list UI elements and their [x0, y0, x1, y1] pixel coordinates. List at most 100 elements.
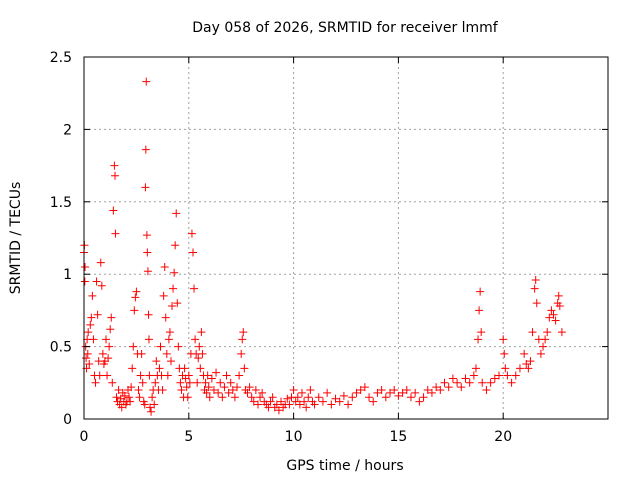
data-point — [524, 364, 533, 373]
data-point — [507, 378, 516, 387]
data-point — [482, 386, 491, 395]
data-point — [102, 335, 111, 344]
data-point — [127, 383, 136, 392]
data-point — [245, 383, 254, 392]
data-point — [274, 406, 283, 415]
data-point — [237, 349, 246, 358]
data-point — [268, 393, 277, 402]
data-point — [402, 386, 411, 395]
data-point — [339, 391, 348, 400]
data-point — [138, 378, 147, 387]
data-point — [128, 364, 137, 373]
data-point — [457, 383, 466, 392]
data-point — [111, 229, 120, 238]
data-point — [158, 386, 167, 395]
data-point — [369, 397, 378, 406]
data-point — [356, 386, 365, 395]
data-point — [195, 342, 204, 351]
data-point — [377, 386, 386, 395]
data-point — [381, 393, 390, 402]
data-point — [160, 262, 169, 271]
data-point — [411, 388, 420, 397]
data-point — [331, 394, 340, 403]
data-point — [323, 388, 332, 397]
data-point — [444, 383, 453, 392]
data-point — [209, 386, 218, 395]
y-tick-label: 0 — [63, 412, 72, 428]
data-point — [253, 400, 262, 409]
data-point — [187, 229, 196, 238]
data-point — [184, 371, 193, 380]
data-points — [80, 77, 566, 416]
data-point — [386, 388, 395, 397]
data-point — [291, 397, 300, 406]
data-point — [423, 386, 432, 395]
data-point — [166, 357, 175, 366]
data-point — [541, 335, 550, 344]
data-point — [80, 277, 89, 286]
data-point — [477, 328, 486, 337]
data-point — [107, 313, 116, 322]
data-point — [174, 342, 183, 351]
data-point — [216, 378, 225, 387]
data-point — [214, 388, 223, 397]
data-point — [551, 316, 560, 325]
data-point — [144, 310, 153, 319]
data-point — [156, 342, 165, 351]
data-point — [293, 393, 302, 402]
data-point — [406, 393, 415, 402]
data-point — [327, 400, 336, 409]
data-point — [112, 393, 121, 402]
data-point — [126, 397, 135, 406]
data-point — [515, 364, 524, 373]
data-point — [98, 349, 107, 358]
data-point — [394, 391, 403, 400]
data-point — [554, 291, 563, 300]
plot-frame — [83, 56, 609, 420]
data-point — [159, 291, 168, 300]
data-point — [495, 371, 504, 380]
x-tick-label: 15 — [389, 429, 407, 445]
y-tick-label: 2 — [63, 122, 72, 138]
data-point — [335, 397, 344, 406]
data-point — [148, 393, 157, 402]
data-point — [300, 397, 309, 406]
x-tick-label: 5 — [184, 429, 193, 445]
y-tick-label: 1 — [63, 267, 72, 283]
data-point — [147, 407, 156, 416]
data-point — [182, 383, 191, 392]
data-point — [135, 393, 144, 402]
data-point — [448, 374, 457, 383]
data-point — [198, 349, 207, 358]
data-point — [453, 378, 462, 387]
data-point — [131, 293, 140, 302]
data-point — [91, 378, 100, 387]
data-point — [169, 284, 178, 293]
data-point — [86, 320, 95, 329]
y-tick-label: 2.5 — [50, 50, 72, 66]
data-point — [218, 393, 227, 402]
data-point — [201, 378, 210, 387]
data-point — [142, 231, 151, 240]
data-point — [105, 342, 114, 351]
data-point — [471, 364, 480, 373]
data-point — [557, 328, 566, 337]
data-point — [111, 171, 120, 180]
data-point — [373, 388, 382, 397]
data-point — [256, 393, 265, 402]
data-point — [170, 268, 179, 277]
data-point — [89, 335, 98, 344]
data-point — [95, 371, 104, 380]
data-point — [92, 277, 101, 286]
data-point — [197, 328, 206, 337]
data-point — [239, 328, 248, 337]
data-point — [204, 383, 213, 392]
data-point — [555, 302, 564, 311]
data-point — [196, 364, 205, 373]
data-point — [465, 378, 474, 387]
data-point — [163, 371, 172, 380]
data-point — [84, 328, 93, 337]
data-point — [432, 383, 441, 392]
